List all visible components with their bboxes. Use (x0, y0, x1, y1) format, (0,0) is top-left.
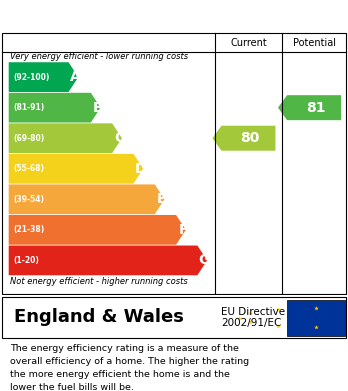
Text: C: C (114, 131, 124, 145)
Text: 80: 80 (240, 131, 260, 145)
Text: F: F (178, 223, 188, 237)
Text: G: G (199, 253, 210, 267)
Text: England & Wales: England & Wales (14, 308, 184, 326)
Polygon shape (9, 62, 78, 92)
Text: Current: Current (230, 38, 267, 48)
Text: (21-38): (21-38) (13, 225, 44, 234)
Text: (92-100): (92-100) (13, 73, 49, 82)
Polygon shape (9, 123, 122, 153)
Text: (1-20): (1-20) (13, 256, 39, 265)
Text: B: B (93, 100, 103, 115)
Text: E: E (157, 192, 166, 206)
Text: 81: 81 (306, 100, 325, 115)
Text: (81-91): (81-91) (13, 103, 44, 112)
Polygon shape (9, 246, 207, 275)
Polygon shape (9, 185, 165, 214)
Text: (55-68): (55-68) (13, 164, 44, 173)
Polygon shape (212, 126, 276, 151)
Text: Potential: Potential (293, 38, 335, 48)
Text: (69-80): (69-80) (13, 134, 44, 143)
Polygon shape (9, 154, 143, 184)
Text: D: D (135, 162, 146, 176)
Text: A: A (70, 70, 81, 84)
Polygon shape (278, 95, 341, 120)
Polygon shape (9, 215, 186, 245)
Bar (287, 300, 345, 335)
Text: EU Directive
2002/91/EC: EU Directive 2002/91/EC (221, 307, 285, 328)
Text: The energy efficiency rating is a measure of the
overall efficiency of a home. T: The energy efficiency rating is a measur… (10, 344, 250, 391)
Text: Very energy efficient - lower running costs: Very energy efficient - lower running co… (10, 52, 189, 61)
Text: Energy Efficiency Rating: Energy Efficiency Rating (10, 9, 232, 23)
Polygon shape (9, 93, 101, 122)
Text: (39-54): (39-54) (13, 195, 44, 204)
Text: Not energy efficient - higher running costs: Not energy efficient - higher running co… (10, 277, 188, 286)
